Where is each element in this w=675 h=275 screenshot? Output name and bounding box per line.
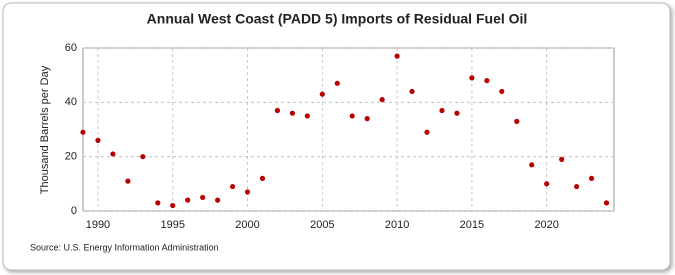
- source: Source: U.S. Energy Information Administ…: [30, 242, 219, 252]
- point: [80, 129, 86, 135]
- y-tick-label: 0: [71, 205, 77, 217]
- x-tick-label: 2005: [310, 219, 334, 231]
- point: [140, 154, 146, 160]
- point: [229, 183, 236, 190]
- point: [364, 116, 370, 122]
- point: [603, 200, 610, 206]
- point: [484, 78, 490, 84]
- x-tick-label: 2010: [385, 219, 409, 231]
- point: [125, 178, 131, 184]
- y-tick-label: 40: [65, 96, 77, 108]
- point: [289, 110, 296, 116]
- point: [588, 175, 595, 181]
- point: [155, 200, 161, 206]
- point: [349, 113, 355, 119]
- point: [394, 53, 400, 59]
- plot-area: [82, 47, 615, 212]
- x-tick-label: 2015: [460, 219, 484, 231]
- point: [334, 80, 340, 86]
- point: [274, 107, 281, 114]
- point: [319, 91, 325, 97]
- point: [544, 181, 550, 187]
- chart-title: Annual West Coast (PADD 5) Imports of Re…: [147, 11, 528, 27]
- y-axis-label: Thousand Barrels per Day: [39, 65, 51, 194]
- point: [559, 156, 565, 162]
- point: [514, 118, 520, 124]
- y-tick-label: 60: [65, 42, 77, 54]
- point: [529, 162, 535, 168]
- point: [200, 194, 206, 201]
- point: [379, 97, 385, 103]
- point: [259, 175, 266, 181]
- point: [439, 107, 445, 114]
- point: [244, 189, 251, 195]
- x-tick-label: 2000: [235, 219, 259, 231]
- x-tick-label: 1990: [86, 219, 110, 231]
- point: [499, 88, 505, 95]
- point: [170, 202, 176, 209]
- point: [304, 113, 310, 119]
- point: [454, 110, 460, 116]
- y-tick-label: 20: [65, 151, 77, 163]
- point: [185, 197, 191, 203]
- point: [424, 129, 430, 135]
- point: [95, 137, 101, 143]
- point: [215, 197, 221, 203]
- point: [469, 75, 475, 81]
- x-tick-label: 1995: [161, 219, 185, 231]
- point: [574, 183, 580, 190]
- point: [409, 88, 415, 95]
- point: [110, 151, 116, 157]
- x-tick-label: 2020: [534, 219, 558, 231]
